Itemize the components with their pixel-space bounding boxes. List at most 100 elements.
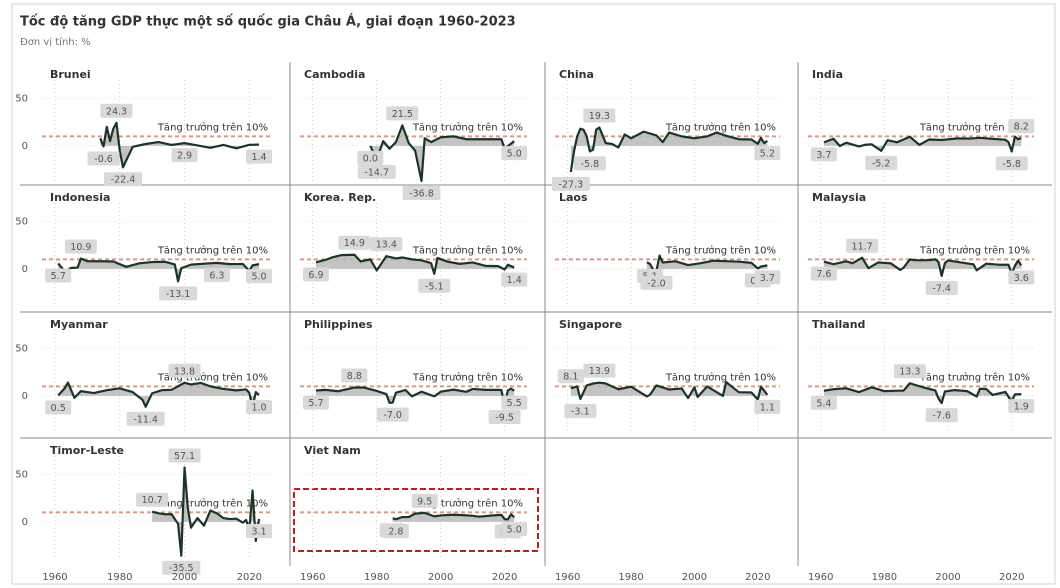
line — [57, 381, 260, 409]
y-tick-label: 50 — [15, 343, 28, 354]
label-box — [925, 408, 958, 423]
panel: Thailand Tăng trưởng trên 10% 5.4 13.3 -7.6 1… — [808, 318, 1035, 434]
panel-title: Myanmar — [50, 318, 108, 331]
label-box — [488, 409, 521, 424]
panel-title: China — [559, 68, 594, 81]
x-tick-label: 1960 — [300, 572, 325, 583]
data-label: -27.3 — [559, 179, 584, 190]
data-label: -5.8 — [581, 159, 600, 170]
label-box — [382, 524, 409, 539]
panel: Korea. Rep. Tăng trưởng trên 10% 6.9 14.9 13… — [300, 191, 528, 307]
area — [315, 254, 515, 274]
line — [823, 135, 1022, 153]
threshold-label: Tăng trưởng trên 10% — [412, 371, 523, 383]
y-tick-label: 50 — [15, 469, 28, 480]
label-box — [995, 156, 1028, 171]
label-box — [640, 275, 673, 290]
data-label: 10.9 — [70, 242, 91, 253]
chart-subtitle: Đơn vị tính: % — [20, 36, 91, 48]
y-tick-label: 0 — [22, 517, 28, 528]
separators — [20, 62, 1052, 566]
label-box — [45, 268, 72, 283]
label-box — [246, 523, 273, 538]
threshold-label: Tăng trưởng trên 10% — [665, 121, 776, 133]
x-tick-label: 1980 — [364, 572, 389, 583]
x-tick-label: 2020 — [492, 572, 517, 583]
label-box — [341, 368, 368, 383]
data-label: 5.2 — [760, 148, 775, 159]
data-label: 6.9 — [308, 270, 323, 281]
line — [570, 380, 769, 401]
threshold-label: Tăng trưởng trên 10% — [919, 371, 1030, 383]
threshold-label: Tăng trưởng trên 10% — [665, 371, 776, 383]
area — [392, 512, 515, 522]
label-box — [100, 103, 133, 118]
label-box — [203, 267, 230, 282]
data-label: 10.7 — [142, 495, 163, 506]
line — [57, 257, 260, 283]
data-label: -7.4 — [932, 283, 951, 294]
line — [569, 126, 768, 173]
label-box — [171, 148, 198, 163]
data-label: -5.8 — [1002, 159, 1021, 170]
data-label: 3.6 — [1014, 273, 1029, 284]
data-label: 1.0 — [251, 402, 266, 413]
data-label: 7.6 — [816, 269, 831, 280]
panel: Cambodia Tăng trưởng trên 10% 0.0 -14.7 21.5… — [300, 68, 528, 200]
area — [100, 122, 260, 168]
area — [570, 127, 768, 172]
x-tick-label: 1960 — [42, 572, 67, 583]
label-box — [126, 411, 165, 426]
data-label: 13.8 — [174, 366, 195, 377]
label-box — [810, 147, 837, 162]
label-box — [557, 369, 584, 384]
area — [58, 382, 260, 408]
label-box — [865, 155, 898, 170]
data-label: 2.9 — [177, 151, 192, 162]
data-label: -22.4 — [111, 175, 136, 186]
x-tick-label: 2020 — [999, 572, 1024, 583]
label-box — [501, 272, 528, 287]
data-label: 5.0 — [507, 525, 522, 536]
data-label: 5.7 — [51, 271, 66, 282]
panel: 0 50 Indonesia Tăng trưởng trên 10% 5.7 10.9 -… — [15, 191, 273, 307]
label-box — [168, 363, 201, 378]
data-label: 1.4 — [507, 275, 522, 286]
x-tick-label: 2020 — [745, 572, 770, 583]
panel-title: Korea. Rep. — [304, 191, 376, 204]
data-label: 13.3 — [899, 367, 920, 378]
x-tick-label: 1980 — [618, 572, 643, 583]
label-box — [754, 270, 781, 285]
label-box — [501, 146, 528, 161]
data-label: 0.5 — [51, 403, 66, 414]
area — [570, 382, 768, 400]
label-box — [246, 149, 273, 164]
label-box — [551, 176, 590, 191]
area — [823, 257, 1022, 276]
label-box — [1008, 270, 1035, 285]
label-box — [402, 185, 441, 200]
label-box — [1008, 119, 1035, 134]
label-box — [302, 395, 329, 410]
x-tick-label: 2020 — [237, 572, 262, 583]
threshold-label: Tăng trưởng trên 10% — [157, 121, 268, 133]
threshold-label: Tăng trưởng trên 10% — [919, 121, 1030, 133]
x-tick-label: 1960 — [555, 572, 580, 583]
label-box — [754, 145, 781, 160]
x-tick-label: 1980 — [107, 572, 132, 583]
label-box — [583, 108, 616, 123]
data-label: 5.5 — [507, 398, 522, 409]
panel-title: Indonesia — [50, 191, 110, 204]
panel-title: Thailand — [812, 318, 865, 331]
data-label: -13.1 — [166, 289, 191, 300]
y-tick-label: 50 — [15, 216, 28, 227]
data-label: 24.3 — [106, 106, 127, 117]
line — [392, 511, 515, 521]
data-label: -35.5 — [169, 563, 194, 574]
panel-title: Singapore — [559, 318, 622, 331]
panel-title: Timor-Leste — [50, 444, 124, 457]
x-tick-label: 1960 — [808, 572, 833, 583]
panel-title: Philippines — [304, 318, 373, 331]
data-label: 57.1 — [174, 451, 195, 462]
